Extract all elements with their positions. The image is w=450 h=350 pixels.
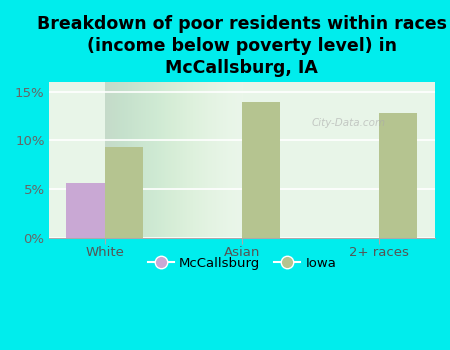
Bar [242, 102, 280, 238]
Title: Breakdown of poor residents within races
(income below poverty level) in
McCalls: Breakdown of poor residents within races… [37, 15, 447, 77]
Bar [105, 147, 143, 238]
Text: City-Data.com: City-Data.com [311, 118, 386, 127]
Bar [379, 113, 418, 238]
Legend: McCallsburg, Iowa: McCallsburg, Iowa [142, 252, 342, 275]
Bar [66, 183, 105, 238]
